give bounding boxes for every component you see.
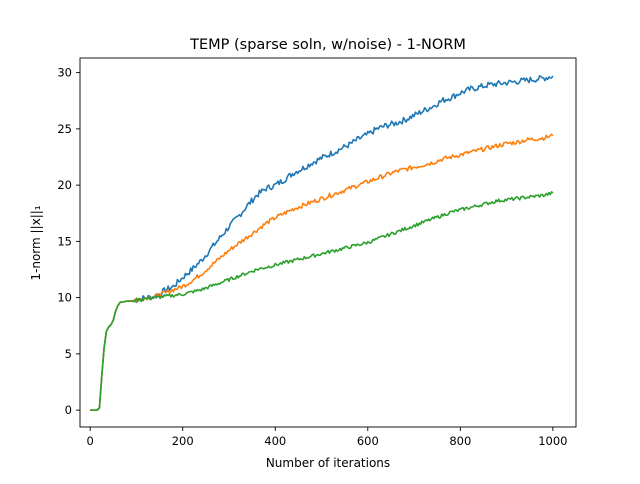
y-tick-label: 25 <box>57 122 72 136</box>
series-line-3 <box>90 191 554 411</box>
y-tick-label: 5 <box>65 347 72 361</box>
y-axis-ticks: 0 5 10 15 20 25 30 <box>57 66 80 417</box>
x-axis-label: Number of iterations <box>266 456 390 470</box>
x-tick-label: 400 <box>264 434 286 448</box>
y-tick-label: 20 <box>57 178 72 192</box>
x-tick-label: 200 <box>172 434 194 448</box>
y-tick-label: 0 <box>65 403 72 417</box>
y-tick-label: 10 <box>57 291 72 305</box>
y-axis-label: 1-norm ||x||₁ <box>29 205 43 280</box>
x-tick-label: 600 <box>357 434 379 448</box>
plot-lines <box>90 74 554 411</box>
x-tick-label: 1000 <box>538 434 567 448</box>
axes-frame <box>79 57 577 428</box>
series-line-2 <box>90 133 554 411</box>
x-axis-ticks: 0 200 400 600 800 1000 <box>87 427 568 448</box>
chart-title: TEMP (sparse soln, w/noise) - 1-NORM <box>189 37 466 53</box>
y-tick-label: 30 <box>57 66 72 80</box>
y-tick-label: 15 <box>57 234 72 248</box>
x-tick-label: 800 <box>449 434 471 448</box>
x-tick-label: 0 <box>87 434 94 448</box>
